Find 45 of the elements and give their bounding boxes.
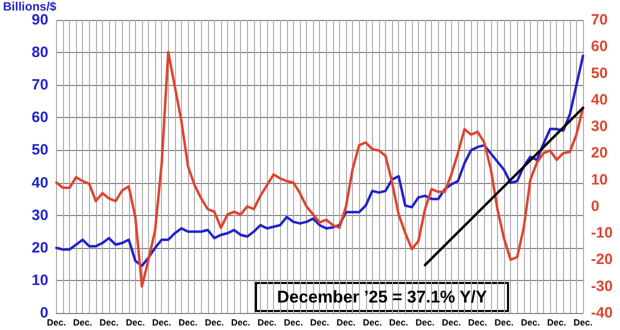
x-tick-label: Dec. xyxy=(442,318,461,328)
y2-tick-label: 20 xyxy=(591,144,608,162)
x-tick-label: Dec. xyxy=(73,318,92,328)
y-tick-label: 20 xyxy=(32,239,48,256)
y2-tick-label: 40 xyxy=(591,91,608,108)
x-tick-label: Dec. xyxy=(100,318,119,328)
x-tick-label: Dec. xyxy=(46,318,66,328)
x-tick-label: Dec. xyxy=(389,318,408,328)
y2-tick-label: -20 xyxy=(591,251,613,268)
x-tick-label: Dec. xyxy=(284,318,303,328)
x-tick-label: Dec. xyxy=(468,318,488,328)
y-tick-label: 60 xyxy=(32,109,48,126)
x-tick-label: Dec. xyxy=(204,318,224,328)
y-tick-label: 80 xyxy=(32,44,48,62)
y-tick-label: 40 xyxy=(32,174,48,192)
x-tick-label: Dec. xyxy=(126,318,145,328)
y2-tick-label: 0 xyxy=(591,198,600,215)
y2-tick-label: -10 xyxy=(591,224,613,242)
y2-tick-label: 50 xyxy=(591,64,608,82)
x-tick-label: Dec. xyxy=(547,318,566,328)
x-tick-label: Dec. xyxy=(178,318,198,328)
x-tick-label: Dec. xyxy=(310,318,330,328)
x-tick-label: Dec. xyxy=(520,318,540,328)
x-tick-label: Dec. xyxy=(258,318,277,328)
x-tick-label: Dec. xyxy=(231,318,250,328)
x-tick-label: Dec. xyxy=(362,318,382,328)
y-tick-label: 0 xyxy=(40,304,48,322)
y2-tick-label: 70 xyxy=(591,12,608,28)
x-tick-label: Dec. xyxy=(152,318,172,328)
y2-tick-label: -40 xyxy=(591,304,613,322)
y-tick-label: 70 xyxy=(32,76,48,94)
y2-tick-label: -30 xyxy=(591,278,613,295)
y2-tick-label: 10 xyxy=(591,171,608,188)
y2-tick-label: 60 xyxy=(591,38,608,56)
x-tick-label: Dec. xyxy=(573,318,593,328)
x-tick-label: Dec. xyxy=(494,318,514,328)
y-tick-label: 90 xyxy=(32,12,48,28)
annotation: December ’25 = 37.1% Y/Y xyxy=(277,288,488,306)
y-axis-title: Billions/$ xyxy=(3,0,57,14)
y-tick-label: 10 xyxy=(32,272,48,289)
x-tick-label: Dec. xyxy=(415,318,435,328)
y-tick-label: 30 xyxy=(32,206,48,224)
y2-tick-label: 30 xyxy=(591,118,608,136)
x-tick-label: Dec. xyxy=(336,318,356,328)
y-tick-label: 50 xyxy=(32,142,48,159)
